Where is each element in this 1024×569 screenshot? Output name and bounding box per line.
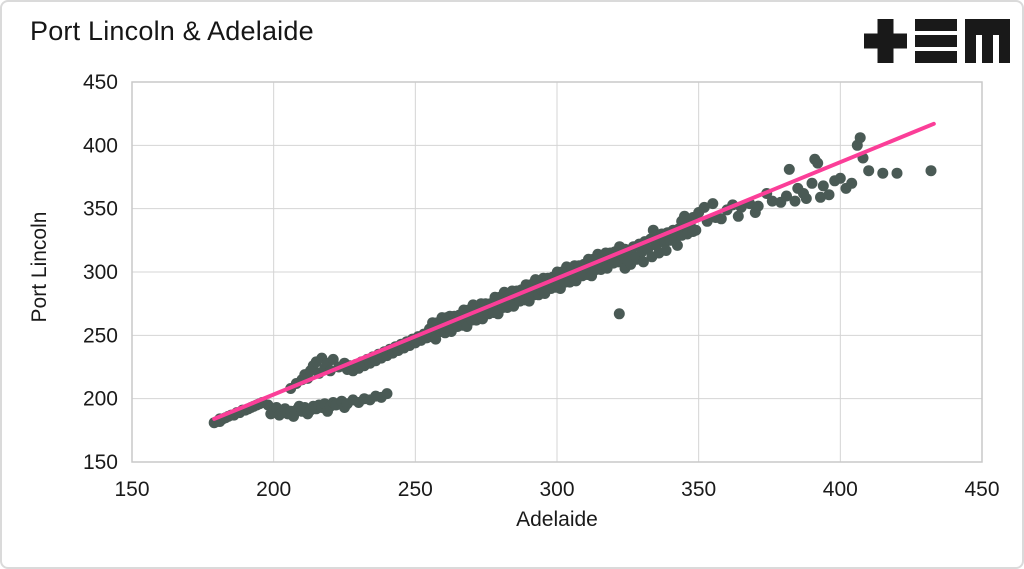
x-axis-title: Adelaide	[516, 508, 598, 531]
bars-glyph	[915, 19, 957, 63]
x-tick-label: 300	[539, 478, 574, 501]
x-tick-label: 350	[681, 478, 716, 501]
data-point	[891, 167, 903, 179]
y-axis-title: Port Lincoln	[28, 211, 51, 323]
data-point	[715, 213, 727, 225]
y-tick-label: 400	[83, 134, 118, 157]
data-point	[679, 210, 690, 222]
data-point	[766, 195, 778, 207]
plot-border	[131, 81, 983, 463]
x-tick-label: 150	[114, 478, 149, 501]
data-point	[789, 195, 801, 207]
y-tick-label: 450	[83, 71, 118, 94]
data-point	[613, 308, 625, 320]
chart-title: Port Lincoln & Adelaide	[30, 16, 314, 46]
tem-logo	[864, 19, 1010, 63]
y-tick-label: 200	[83, 388, 118, 411]
x-tick-labels: 150 200 250 300 350 400 450	[114, 478, 999, 501]
data-point	[806, 177, 818, 189]
y-tick-labels: 150 200 250 300 350 400 450	[83, 71, 118, 474]
y-tick-label: 300	[83, 261, 118, 284]
data-point	[823, 189, 835, 201]
data-point	[622, 255, 634, 267]
data-point	[660, 245, 672, 256]
data-point	[854, 132, 866, 144]
data-point	[834, 172, 846, 184]
x-tick-label: 400	[823, 478, 858, 501]
x-tick-label: 250	[398, 478, 433, 501]
y-tick-label: 350	[83, 198, 118, 221]
data-point	[800, 193, 812, 204]
data-point	[752, 200, 764, 212]
data-point	[327, 353, 339, 365]
data-point	[732, 210, 744, 222]
trend-line	[212, 121, 936, 421]
x-tick-label: 200	[256, 478, 291, 501]
data-point	[781, 190, 792, 202]
data-point	[815, 191, 826, 203]
data-point	[637, 256, 649, 268]
data-point	[817, 180, 829, 192]
data-point	[783, 163, 795, 175]
data-point	[707, 198, 719, 210]
x-tick-label: 450	[964, 478, 999, 501]
data-point	[671, 239, 683, 251]
data-point	[381, 388, 393, 400]
data-point	[846, 177, 858, 189]
scatter-points	[208, 132, 937, 429]
data-point	[877, 167, 889, 179]
y-tick-label: 250	[83, 324, 118, 347]
data-point	[812, 157, 824, 169]
data-point	[698, 201, 710, 213]
plus-glyph	[864, 19, 907, 63]
data-point	[863, 165, 875, 177]
m-glyph	[965, 19, 1010, 63]
data-point	[690, 224, 702, 236]
data-point	[925, 165, 937, 177]
y-tick-label: 150	[83, 451, 118, 474]
